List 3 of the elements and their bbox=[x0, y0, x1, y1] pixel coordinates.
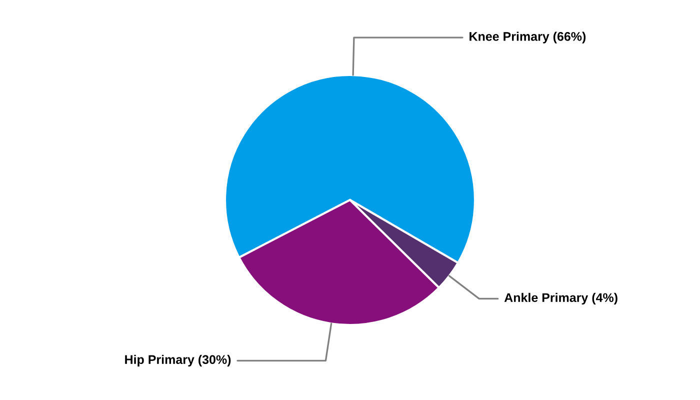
slice-label: Hip Primary (30%) bbox=[125, 354, 231, 366]
slice-label: Ankle Primary (4%) bbox=[504, 292, 618, 305]
slice-label: Knee Primary (66%) bbox=[470, 32, 586, 44]
